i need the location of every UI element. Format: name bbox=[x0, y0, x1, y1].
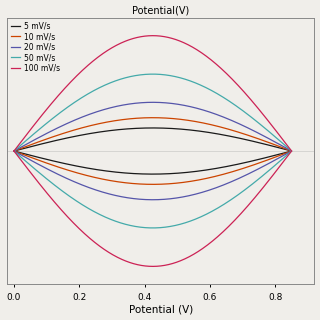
50 mV/s bbox=[46, 120, 50, 124]
50 mV/s bbox=[151, 72, 155, 76]
10 mV/s bbox=[133, 182, 137, 186]
10 mV/s bbox=[12, 149, 16, 153]
5 mV/s bbox=[46, 140, 50, 144]
5 mV/s bbox=[125, 127, 129, 131]
Line: 50 mV/s: 50 mV/s bbox=[14, 74, 292, 228]
Line: 20 mV/s: 20 mV/s bbox=[14, 102, 292, 200]
20 mV/s bbox=[12, 149, 16, 153]
Line: 5 mV/s: 5 mV/s bbox=[14, 128, 292, 174]
5 mV/s bbox=[12, 149, 16, 153]
100 mV/s bbox=[38, 182, 42, 186]
5 mV/s bbox=[133, 172, 137, 176]
50 mV/s bbox=[125, 76, 129, 79]
10 mV/s bbox=[151, 116, 155, 120]
100 mV/s bbox=[12, 149, 16, 153]
20 mV/s bbox=[151, 198, 155, 202]
100 mV/s bbox=[113, 254, 116, 258]
20 mV/s bbox=[151, 100, 155, 104]
20 mV/s bbox=[46, 131, 50, 135]
100 mV/s bbox=[75, 224, 79, 228]
20 mV/s bbox=[38, 163, 42, 167]
100 mV/s bbox=[125, 39, 129, 43]
100 mV/s bbox=[133, 262, 137, 266]
Line: 10 mV/s: 10 mV/s bbox=[14, 118, 292, 184]
5 mV/s bbox=[12, 149, 16, 153]
50 mV/s bbox=[12, 149, 16, 153]
5 mV/s bbox=[151, 126, 155, 130]
10 mV/s bbox=[46, 137, 50, 140]
50 mV/s bbox=[75, 199, 79, 203]
10 mV/s bbox=[125, 117, 129, 121]
5 mV/s bbox=[113, 170, 116, 174]
20 mV/s bbox=[75, 181, 79, 185]
Line: 100 mV/s: 100 mV/s bbox=[14, 36, 292, 266]
50 mV/s bbox=[38, 171, 42, 175]
50 mV/s bbox=[113, 219, 116, 223]
X-axis label: Potential (V): Potential (V) bbox=[129, 304, 193, 315]
100 mV/s bbox=[12, 149, 16, 153]
20 mV/s bbox=[125, 102, 129, 106]
5 mV/s bbox=[151, 172, 155, 176]
10 mV/s bbox=[75, 171, 79, 175]
10 mV/s bbox=[38, 159, 42, 163]
5 mV/s bbox=[75, 164, 79, 168]
50 mV/s bbox=[151, 226, 155, 230]
10 mV/s bbox=[113, 180, 116, 183]
20 mV/s bbox=[113, 193, 116, 197]
Legend: 5 mV/s, 10 mV/s, 20 mV/s, 50 mV/s, 100 mV/s: 5 mV/s, 10 mV/s, 20 mV/s, 50 mV/s, 100 m… bbox=[10, 20, 61, 74]
50 mV/s bbox=[12, 149, 16, 153]
50 mV/s bbox=[133, 225, 137, 228]
20 mV/s bbox=[12, 149, 16, 153]
100 mV/s bbox=[46, 106, 50, 110]
20 mV/s bbox=[133, 197, 137, 201]
5 mV/s bbox=[38, 156, 42, 160]
100 mV/s bbox=[151, 264, 155, 268]
10 mV/s bbox=[151, 182, 155, 186]
100 mV/s bbox=[151, 34, 155, 37]
10 mV/s bbox=[12, 149, 16, 153]
Title: Potential(V): Potential(V) bbox=[132, 5, 189, 16]
